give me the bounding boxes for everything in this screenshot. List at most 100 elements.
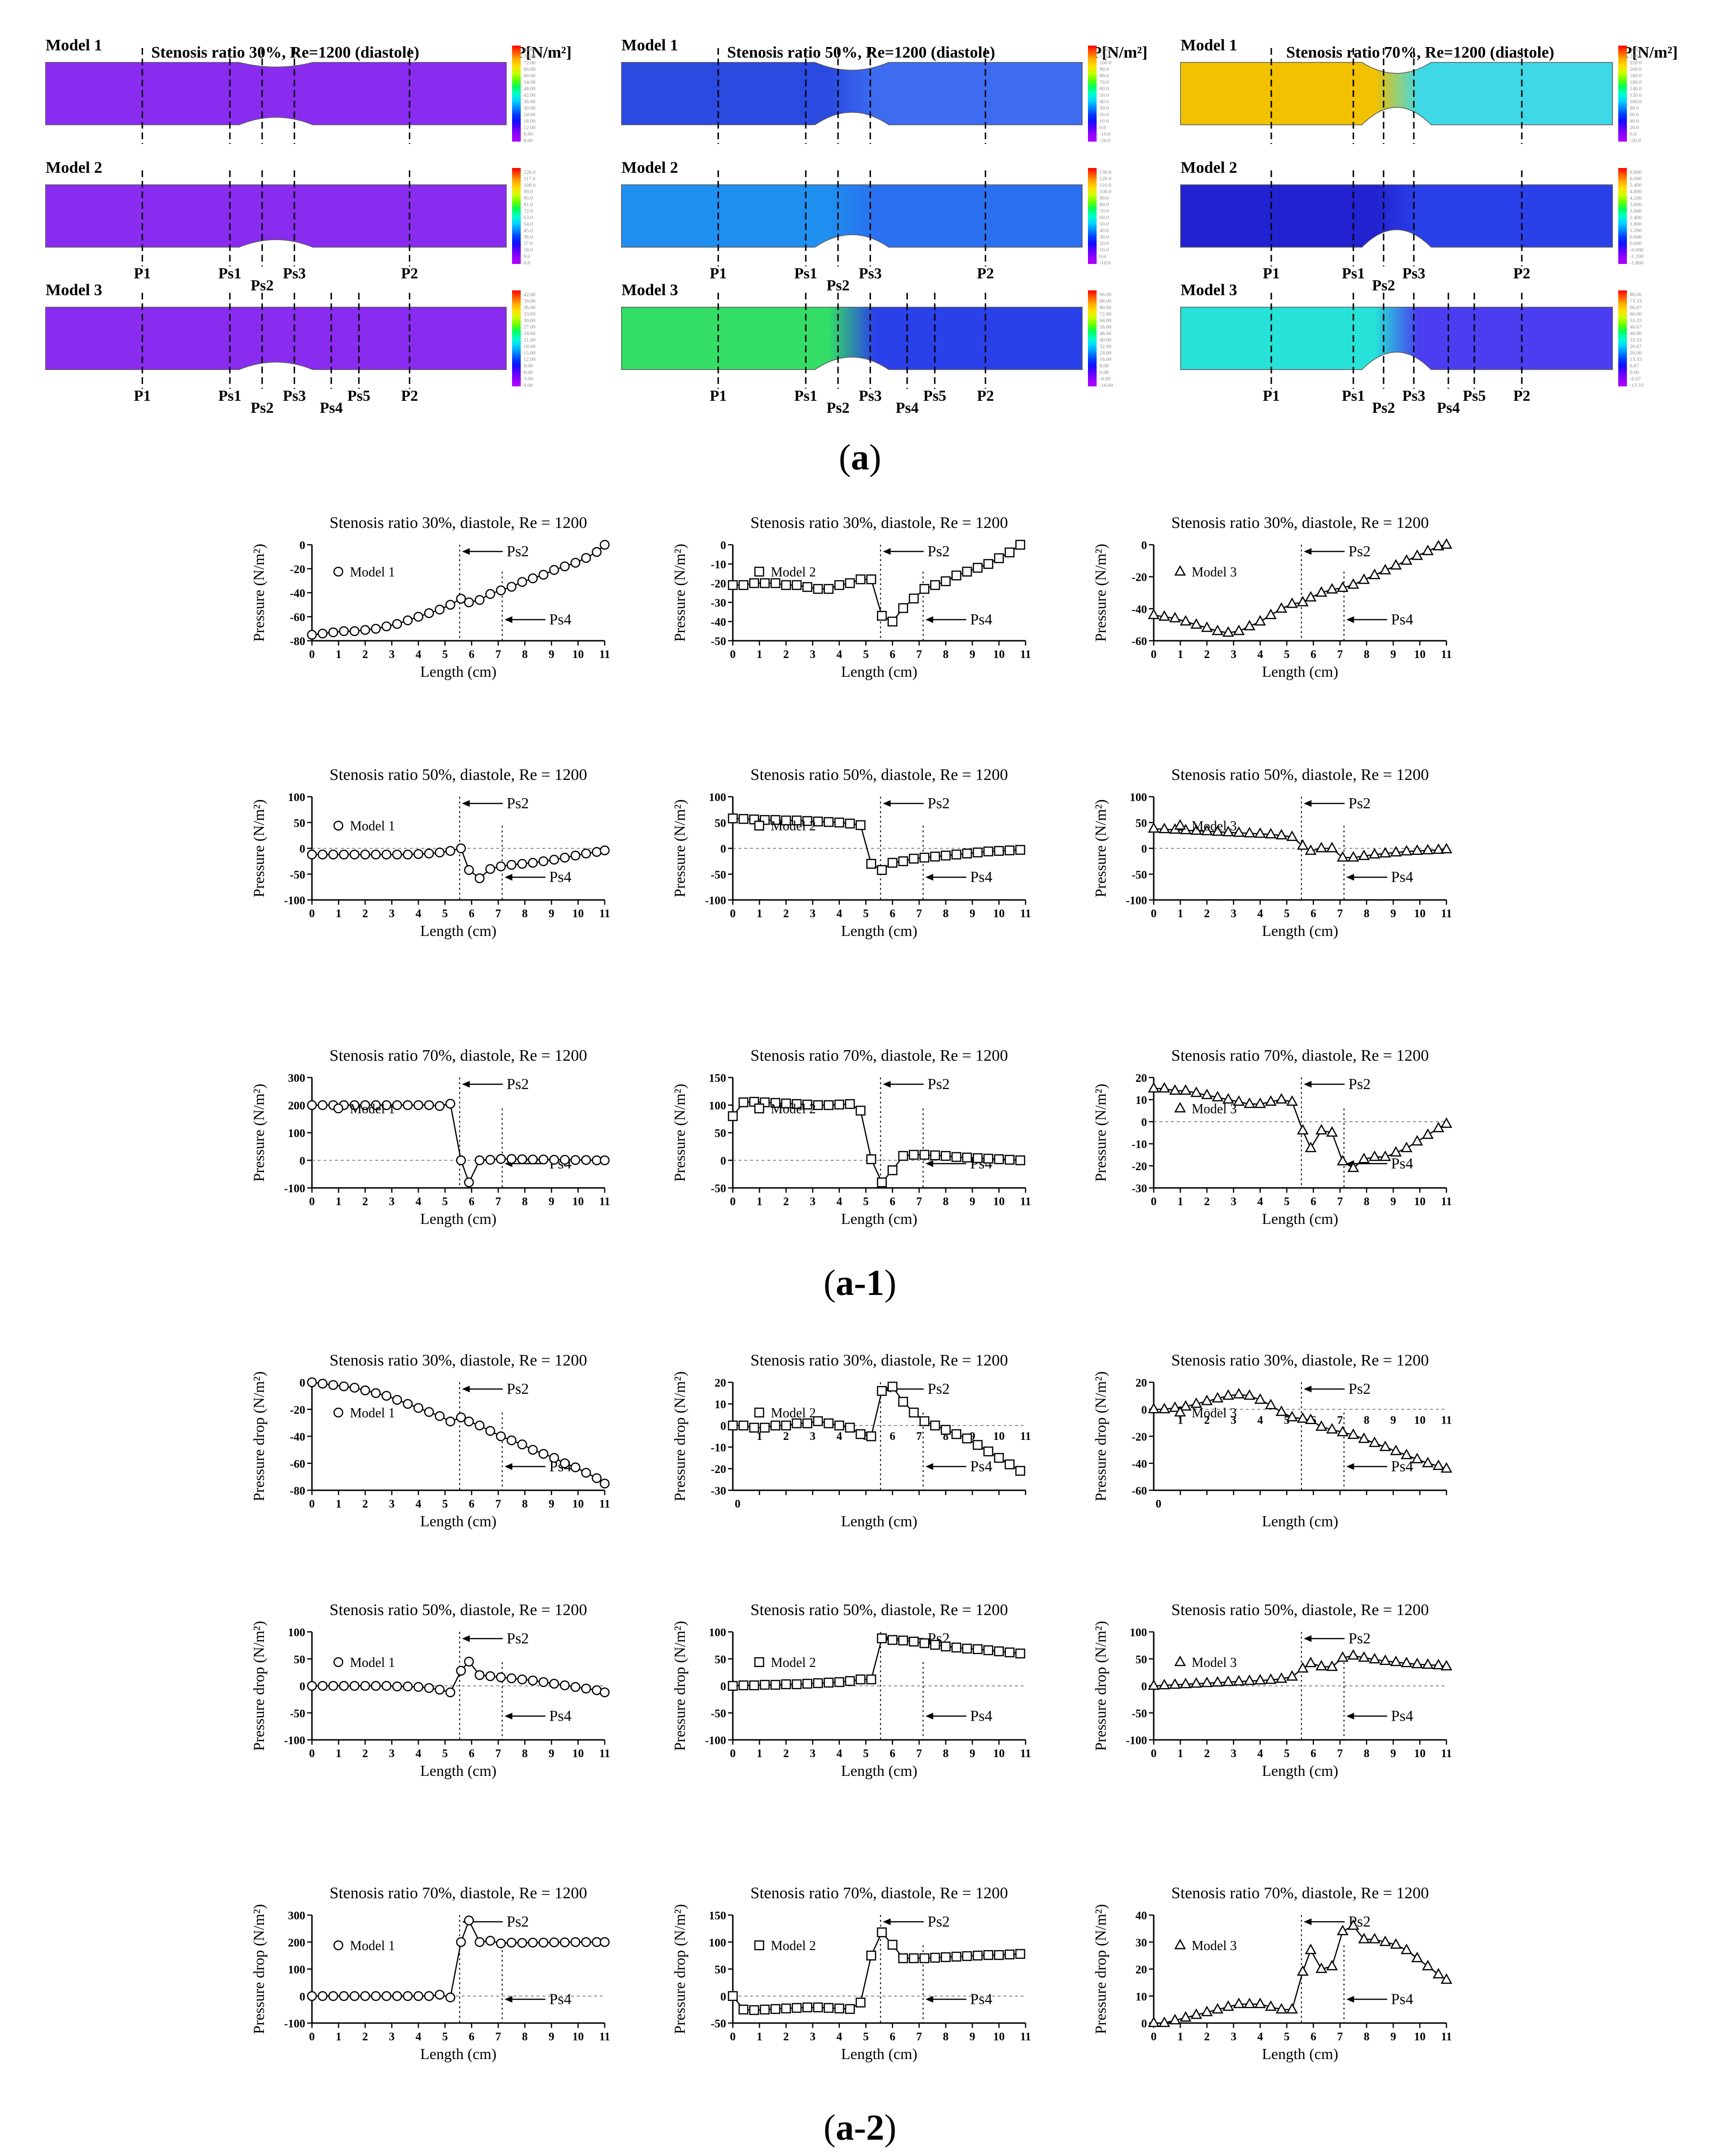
data-point: [456, 843, 466, 853]
x-axis-label: Length (cm): [420, 922, 496, 939]
x-tick-label: 8: [943, 1748, 949, 1760]
legend-label: Model 2: [771, 819, 816, 834]
data-point: [791, 1099, 802, 1109]
y-tick-label: 0: [720, 1991, 726, 2003]
color-legend-label: 80.0: [1630, 106, 1639, 111]
x-tick-label: 5: [442, 1498, 448, 1510]
data-point: [392, 1991, 402, 2001]
annotation-label: Ps2: [1349, 1629, 1371, 1647]
x-tick-label: 4: [1257, 1196, 1263, 1208]
y-axis-label: Pressure drop (N/m²): [1092, 1904, 1109, 2034]
x-tick-label: 2: [362, 908, 368, 920]
data-point: [770, 2004, 780, 2014]
y-tick-label: -40: [1132, 603, 1147, 616]
x-tick-label: 0: [730, 908, 736, 920]
data-point: [549, 854, 559, 865]
data-point: [855, 1998, 866, 2008]
data-point: [983, 1446, 993, 1457]
y-tick-label: 50: [1135, 817, 1147, 830]
data-point: [349, 1383, 359, 1393]
ps2-arrowhead: [462, 1081, 470, 1088]
y-tick-label: -100: [705, 1735, 726, 1747]
x-tick-label: 1: [756, 1748, 762, 1760]
x-tick-label: 8: [943, 2031, 949, 2043]
x-tick-label: 3: [1230, 2031, 1236, 2043]
x-tick-label: 3: [389, 1196, 394, 1208]
legend-label: Model 3: [1192, 1102, 1237, 1116]
x-tick-label: 7: [1337, 2031, 1343, 2043]
data-point: [1222, 626, 1234, 637]
data-point: [1015, 1466, 1026, 1476]
data-point: [328, 627, 338, 637]
color-legend-label: -10.0: [1099, 260, 1111, 266]
x-tick-label: 5: [863, 648, 869, 661]
data-point: [339, 1681, 349, 1691]
y-tick-label: 50: [1135, 1653, 1147, 1666]
ps4-arrowhead: [504, 616, 513, 623]
data-point: [1169, 1678, 1181, 1689]
vessel-contour: [45, 307, 507, 370]
data-point: [1297, 1662, 1309, 1673]
x-axis-label: Length (cm): [1262, 1762, 1338, 1779]
color-legend-bar: [512, 168, 521, 264]
x-tick-label: 8: [943, 648, 949, 661]
data-point: [1233, 1675, 1245, 1686]
ps4-arrowhead: [1346, 616, 1354, 623]
x-tick-label: 6: [469, 1498, 475, 1510]
x-tick-label: 3: [389, 648, 394, 661]
x-tick-label: 11: [1020, 1748, 1031, 1760]
data-point: [1265, 2000, 1277, 2011]
chart-panel: Stenosis ratio 70%, diastole, Re = 1200 2…: [1092, 1047, 1453, 1227]
color-legend-label: 8.00: [1099, 363, 1109, 369]
vessel-contour: [45, 184, 507, 248]
x-tick-label: 3: [1230, 908, 1236, 920]
data-point: [1159, 1082, 1171, 1093]
data-point: [328, 850, 338, 860]
y-axis-label: Pressure drop (N/m²): [250, 1621, 267, 1751]
x-tick-label: 2: [783, 648, 789, 661]
data-point: [887, 858, 897, 868]
data-point: [1169, 1084, 1181, 1095]
cfd-panel-title: Stenosis ratio 30%, Re=1200 (diastole): [151, 44, 419, 61]
series-line: [732, 1101, 1020, 1184]
y-tick-label: -20: [290, 1404, 305, 1416]
x-tick-label: 11: [1020, 2031, 1031, 2043]
color-legend-label: 72.0: [524, 208, 533, 214]
data-point: [1411, 844, 1423, 855]
data-point: [972, 1951, 983, 1961]
color-legend-label: 0.0: [1630, 132, 1636, 137]
data-point: [464, 1916, 474, 1926]
probe-label: Ps2: [1372, 399, 1395, 416]
data-point: [1400, 1449, 1412, 1460]
color-legend-label: 6.000: [1630, 176, 1642, 182]
x-tick-label: 10: [993, 1430, 1005, 1443]
data-point: [1305, 1141, 1317, 1152]
color-legend-label: 20.0: [1099, 241, 1109, 247]
x-tick-label: 2: [1204, 908, 1210, 920]
y-tick-label: -50: [1132, 1708, 1147, 1720]
data-point: [802, 1100, 812, 1110]
color-legend-label: 0.0: [1099, 125, 1106, 131]
data-point: [877, 865, 887, 875]
x-tick-label: 0: [1151, 1196, 1157, 1208]
data-point: [1440, 1660, 1453, 1671]
y-tick-label: -100: [1126, 1735, 1147, 1747]
data-point: [581, 1155, 591, 1165]
annotation-label: Ps4: [970, 1707, 992, 1725]
x-tick-label: 3: [810, 648, 815, 661]
legend-label: Model 2: [771, 1406, 816, 1421]
ps2-arrowhead: [883, 1918, 891, 1925]
x-tick-label: 11: [599, 1748, 610, 1760]
color-legend-label: 9.00: [524, 363, 533, 369]
data-point: [592, 847, 602, 857]
data-point: [581, 1937, 591, 1947]
y-tick-label: -20: [711, 578, 726, 590]
x-tick-label: 6: [469, 648, 475, 661]
data-point: [845, 1423, 855, 1433]
y-tick-label: 300: [288, 1072, 305, 1085]
x-tick-label: 10: [573, 1748, 584, 1760]
data-point: [898, 1635, 908, 1646]
color-legend-bar: [1088, 290, 1097, 386]
x-tick-label: 6: [469, 908, 475, 920]
data-point: [1390, 1938, 1402, 1949]
